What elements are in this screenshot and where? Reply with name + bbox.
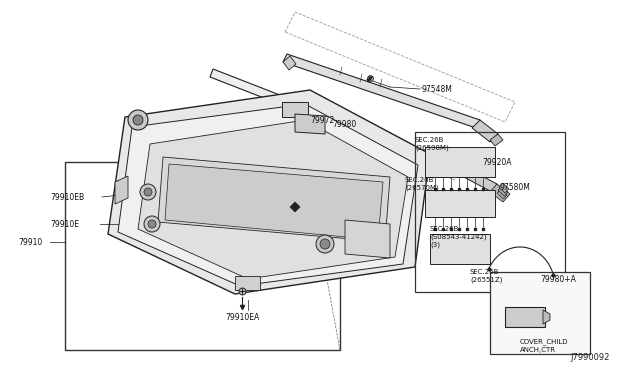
Text: ANCH,CTR: ANCH,CTR [520, 347, 556, 353]
Polygon shape [490, 184, 510, 202]
Polygon shape [490, 272, 590, 354]
Polygon shape [158, 157, 390, 242]
Polygon shape [290, 202, 300, 212]
Circle shape [133, 115, 143, 125]
Polygon shape [235, 276, 260, 290]
Text: (3): (3) [430, 242, 440, 248]
Circle shape [148, 220, 156, 228]
Polygon shape [108, 90, 430, 294]
Text: SEC.26B: SEC.26B [430, 226, 460, 232]
Polygon shape [460, 167, 497, 192]
Circle shape [144, 188, 152, 196]
Text: J7990092: J7990092 [570, 353, 609, 362]
Circle shape [320, 239, 330, 249]
Text: (26551Z): (26551Z) [470, 277, 502, 283]
Polygon shape [295, 114, 325, 134]
Polygon shape [497, 189, 507, 199]
Text: 97548M: 97548M [422, 84, 453, 93]
Polygon shape [115, 176, 128, 204]
Text: (26570M): (26570M) [405, 185, 439, 191]
Text: 97580M: 97580M [500, 183, 531, 192]
Text: 79980+A: 79980+A [540, 276, 576, 285]
Text: 79920A: 79920A [482, 157, 511, 167]
Text: 79910EA: 79910EA [225, 312, 259, 321]
Polygon shape [165, 164, 383, 240]
Polygon shape [543, 310, 550, 324]
Text: 79910E: 79910E [50, 219, 79, 228]
Polygon shape [283, 56, 296, 70]
Circle shape [316, 235, 334, 253]
Polygon shape [472, 120, 498, 142]
Text: SEC.26B: SEC.26B [470, 269, 499, 275]
Text: (26598M): (26598M) [415, 145, 449, 151]
Polygon shape [498, 186, 508, 196]
Polygon shape [425, 147, 495, 177]
Polygon shape [505, 307, 545, 327]
Polygon shape [345, 220, 390, 258]
Text: SEC.26B: SEC.26B [405, 177, 435, 183]
Text: SEC.26B: SEC.26B [415, 137, 444, 143]
Polygon shape [282, 102, 308, 117]
Text: 79910EB: 79910EB [50, 192, 84, 202]
Polygon shape [425, 190, 495, 217]
Text: (S08543-41242): (S08543-41242) [430, 234, 486, 240]
Text: 79980: 79980 [332, 119, 356, 128]
Polygon shape [118, 104, 418, 286]
Text: 79910: 79910 [18, 237, 42, 247]
Polygon shape [490, 134, 503, 146]
Polygon shape [138, 120, 408, 279]
Polygon shape [210, 69, 465, 175]
Circle shape [128, 110, 148, 130]
Text: 79972: 79972 [310, 115, 334, 125]
Polygon shape [430, 234, 490, 264]
Text: COVER_CHILD: COVER_CHILD [520, 339, 568, 345]
Circle shape [144, 216, 160, 232]
Polygon shape [499, 183, 509, 193]
Polygon shape [283, 54, 480, 128]
Circle shape [140, 184, 156, 200]
